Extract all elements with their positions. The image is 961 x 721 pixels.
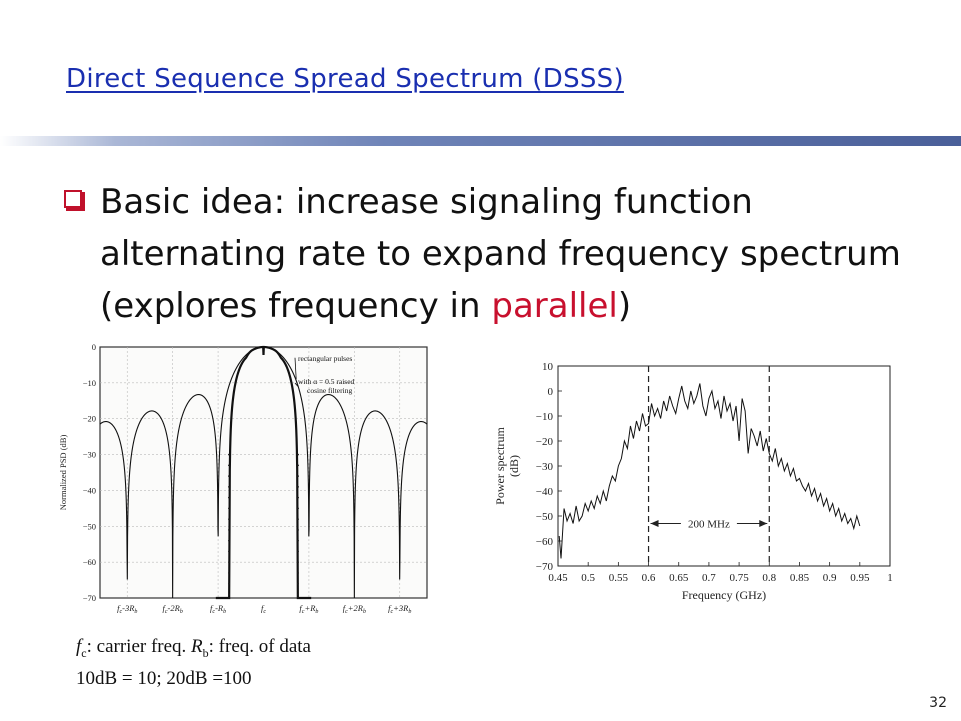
title-divider: [0, 136, 961, 146]
caption-line-1: fc: carrier freq. Rb: freq. of data: [76, 636, 311, 660]
psd-dot-marker: [228, 561, 230, 563]
psd-legend-entry: with α = 0.5 raised cosine filtering: [298, 377, 355, 395]
psd-ytick-label: −10: [83, 378, 96, 388]
spectrum-ytick-label: 0: [548, 386, 554, 398]
psd-dot-marker: [297, 529, 299, 531]
bullet-text: Basic idea: increase signaling function …: [100, 176, 920, 332]
power-spectrum-chart: 10 0 −10 −20 −30 −40 −50 −60 −700.45 0.5 0.55 0.6 0.…: [493, 361, 893, 602]
figure-caption: fc: carrier freq. Rb: freq. of data 10dB…: [76, 634, 311, 692]
spectrum-ytick-label: −60: [536, 536, 554, 548]
psd-xtick-label: fc+2Rb: [343, 603, 366, 615]
psd-dot-marker: [297, 582, 299, 585]
spectrum-ytick-label: −70: [536, 561, 554, 573]
psd-dot-marker: [228, 496, 230, 499]
psd-dot-marker: [228, 529, 230, 531]
psd-ytick-label: −70: [83, 593, 96, 603]
spectrum-xtick-label: 0.45: [548, 572, 568, 584]
psd-dot-marker: [297, 486, 299, 488]
psd-dot-marker: [297, 453, 299, 456]
spectrum-ytick-label: −30: [536, 461, 554, 473]
psd-ytick-label: −40: [83, 485, 96, 495]
psd-series-raised-cosine: [215, 345, 312, 600]
psd-dot-marker: [297, 507, 299, 510]
psd-ytick-label: 0: [92, 342, 96, 352]
bullet-icon: [64, 190, 85, 211]
spectrum-xtick-label: 0.8: [762, 572, 776, 584]
psd-plot-area: [99, 346, 428, 599]
psd-legend-leader: [294, 357, 297, 380]
psd-dot-marker: [297, 518, 299, 520]
psd-xtick-label: fc: [261, 603, 266, 615]
psd-dot-marker: [228, 453, 230, 456]
bullet-text-accent: parallel: [491, 286, 618, 326]
psd-dot-marker: [228, 507, 230, 510]
psd-dot-marker: [228, 593, 230, 596]
bullet-text-end: ): [617, 286, 632, 326]
psd-dot-marker: [228, 486, 230, 488]
psd-dot-marker: [297, 561, 299, 563]
spectrum-xtick-label: 0.85: [790, 572, 810, 584]
spectrum-xtick-label: 0.55: [609, 572, 629, 584]
psd-chart: 0 −10 −20 −30 −40 −50 −60 −70 fc-3Rb fc-2Rb fc-Rb f…: [58, 342, 428, 615]
bullet-text-main: Basic idea: increase signaling function …: [100, 182, 901, 326]
spectrum-ytick-label: 10: [542, 361, 554, 373]
spectrum-xtick-label: 0.65: [669, 572, 689, 584]
psd-xtick-label: fc-3Rb: [117, 603, 137, 615]
psd-dot-marker: [297, 539, 299, 542]
psd-dot-marker: [297, 475, 299, 477]
psd-dot-marker: [228, 518, 230, 520]
psd-dot-marker: [297, 572, 299, 574]
spectrum-xtick-label: 1: [887, 572, 893, 584]
spectrum-ytick-label: −10: [536, 411, 554, 423]
spectrum-ytick-label: −20: [536, 436, 554, 448]
spectrum-y-axis-label: Power spectrum(dB): [493, 427, 521, 505]
spectrum-xtick-label: 0.6: [642, 572, 656, 584]
spectrum-xtick-label: 0.75: [729, 572, 749, 584]
psd-dot-marker: [297, 593, 299, 596]
psd-y-axis-label: Normalized PSD (dB): [58, 435, 68, 511]
spectrum-ytick-label: −40: [536, 486, 554, 498]
psd-dot-marker: [297, 496, 299, 499]
spectrum-series-line: [558, 383, 861, 559]
psd-dot-marker: [228, 475, 230, 477]
psd-xtick-label: fc-2Rb: [163, 603, 183, 615]
psd-ytick-label: −50: [83, 521, 96, 531]
psd-ytick-label: −60: [83, 557, 96, 567]
psd-legend-entry: rectangular pulses: [298, 354, 352, 363]
spectrum-xtick-label: 0.95: [850, 572, 870, 584]
psd-dot-marker: [297, 550, 299, 553]
psd-dot-marker: [228, 550, 230, 553]
psd-dot-marker: [228, 464, 230, 467]
psd-dot-marker: [228, 582, 230, 585]
page-number: 32: [929, 695, 947, 711]
psd-xtick-label: fc-Rb: [210, 603, 226, 615]
spectrum-xtick-label: 0.9: [823, 572, 837, 584]
psd-dot-marker: [228, 572, 230, 574]
spectrum-x-axis-label: Frequency (GHz): [682, 588, 766, 602]
psd-ytick-label: −20: [83, 414, 96, 424]
psd-xtick-label: fc+Rb: [299, 603, 318, 615]
psd-legend-leader: [294, 382, 299, 387]
spectrum-bandwidth-label: 200 MHz: [688, 519, 730, 531]
spectrum-xtick-label: 0.5: [581, 572, 595, 584]
slide-title: Direct Sequence Spread Spectrum (DSSS): [66, 64, 624, 94]
psd-xtick-label: fc+3Rb: [388, 603, 411, 615]
psd-dot-marker: [297, 464, 299, 467]
caption-line-2: 10dB = 10; 20dB =100: [76, 667, 252, 689]
spectrum-xtick-label: 0.7: [702, 572, 716, 584]
psd-ytick-label: −30: [83, 450, 96, 460]
spectrum-arrowhead-left: [650, 520, 659, 527]
psd-dot-marker: [228, 539, 230, 542]
spectrum-arrowhead-right: [759, 520, 768, 527]
spectrum-ytick-label: −50: [536, 511, 554, 523]
